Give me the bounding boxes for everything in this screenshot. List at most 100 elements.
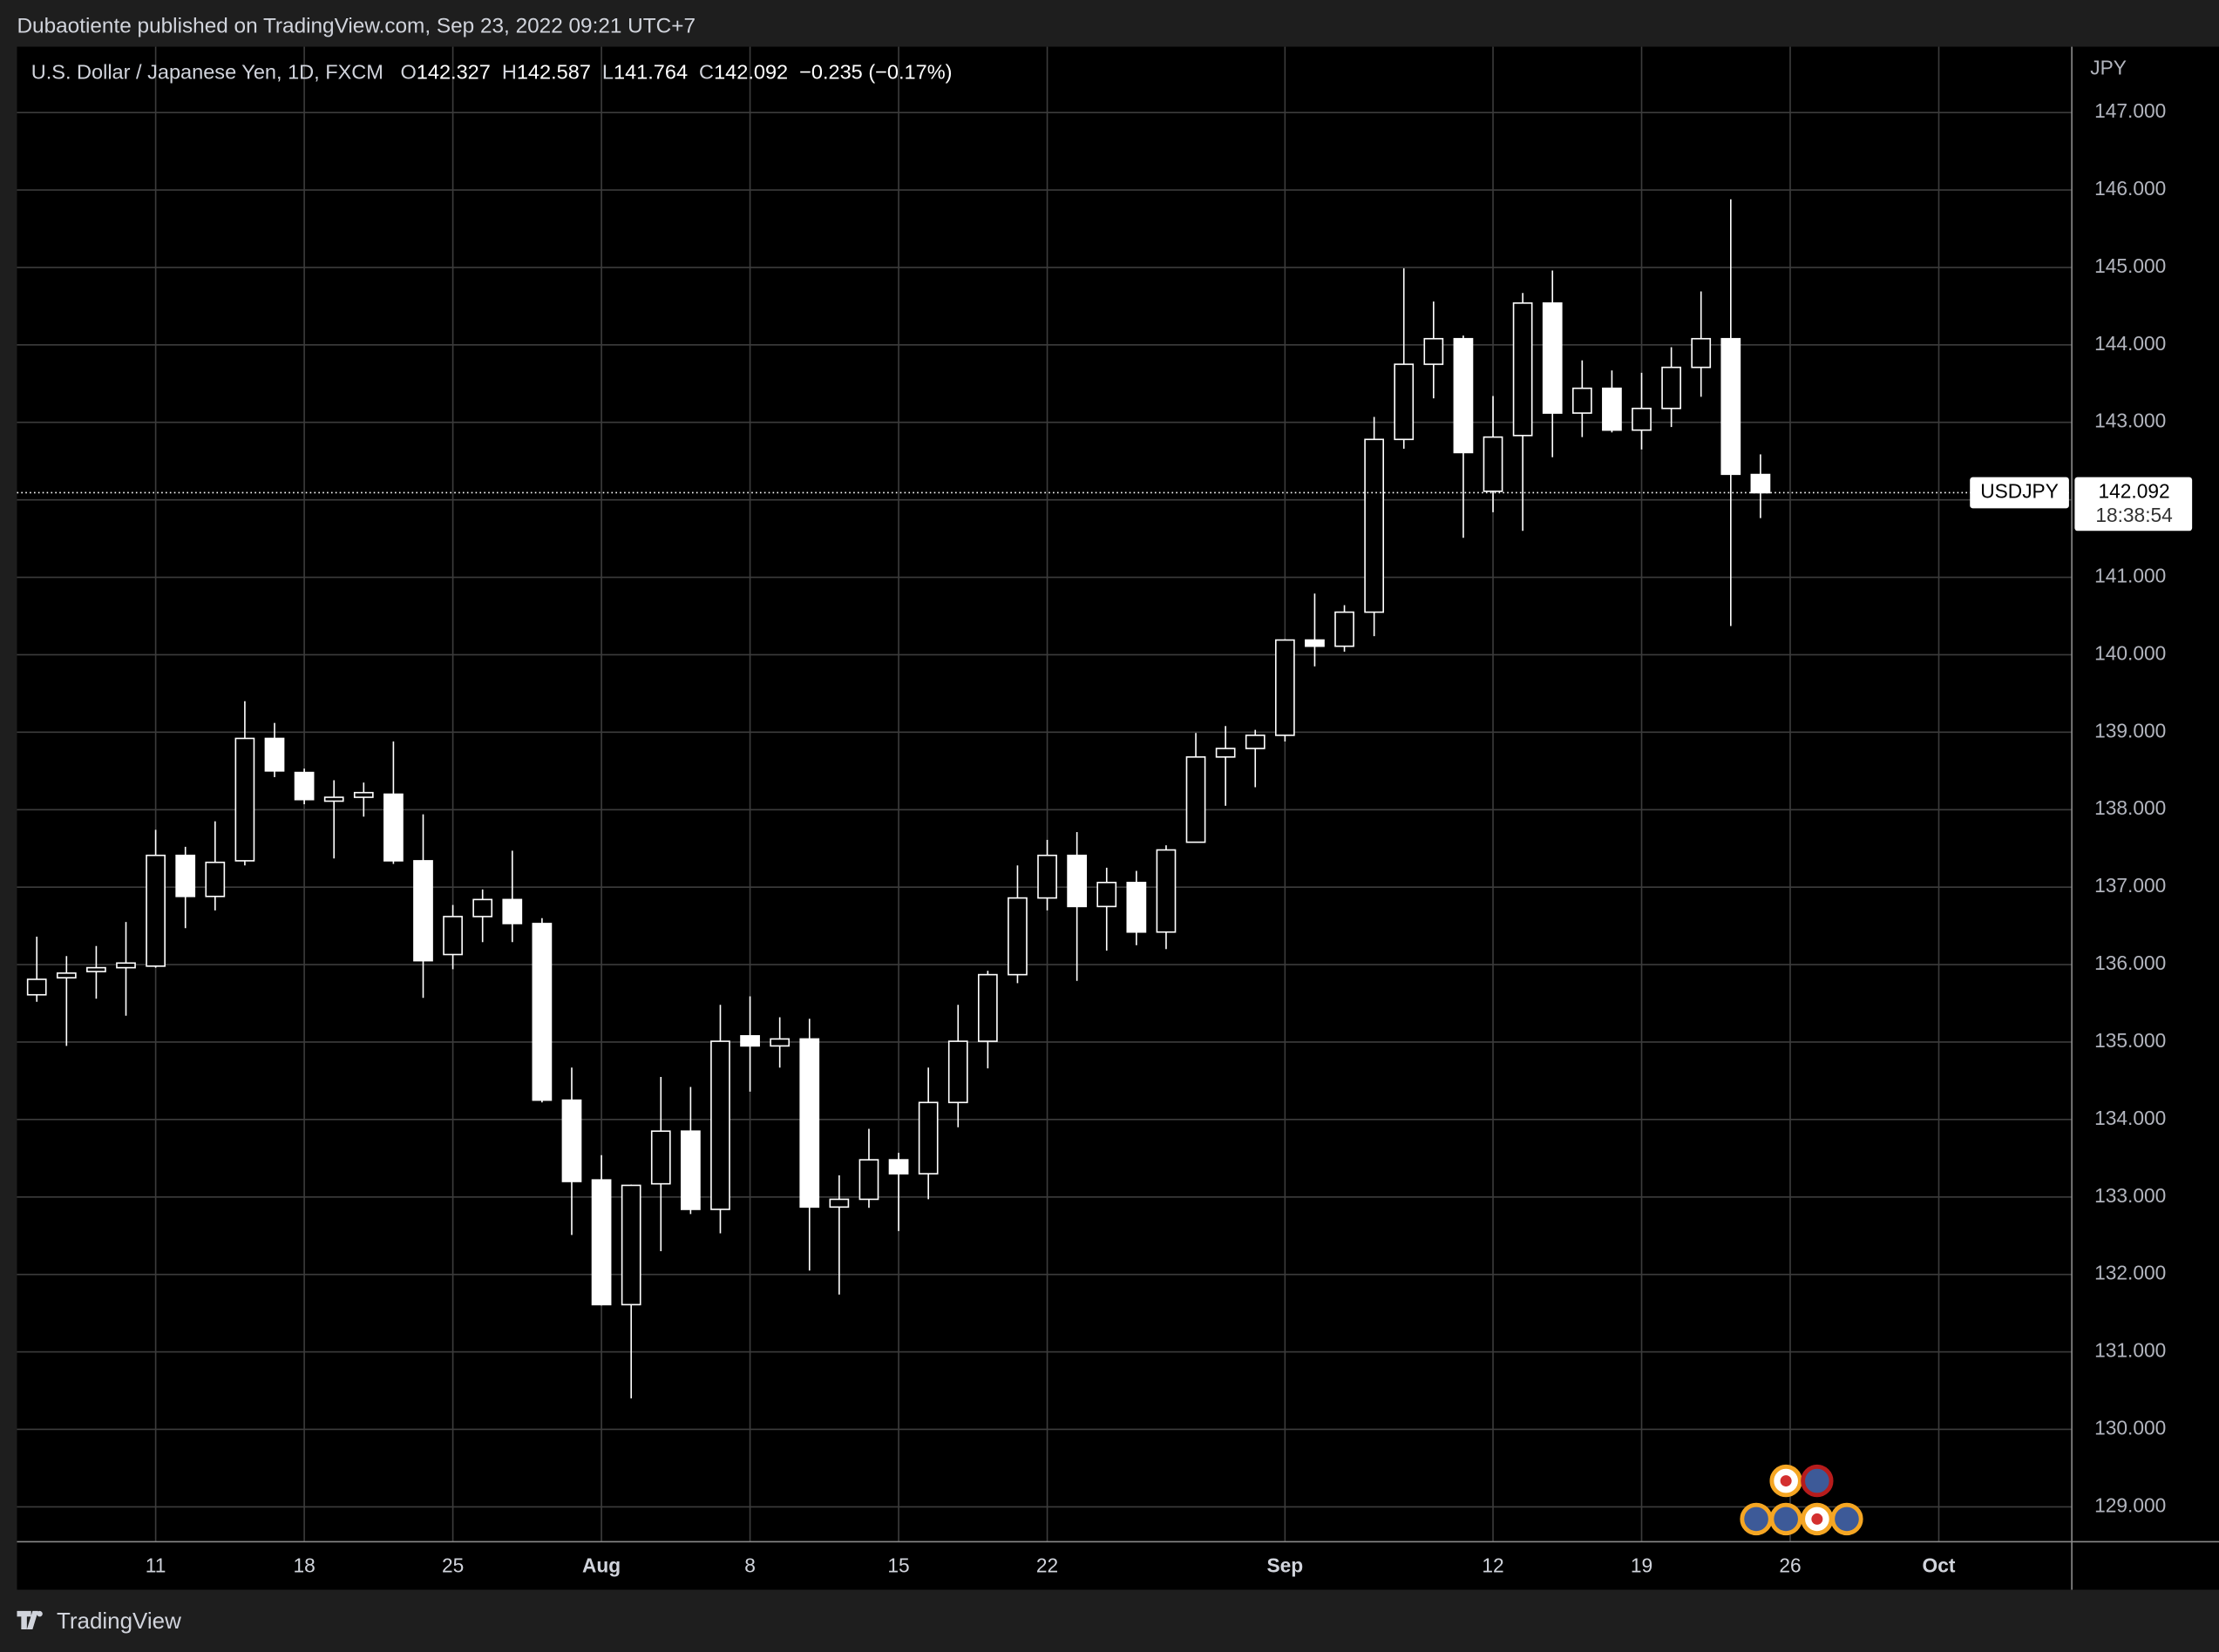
y-tick-label: 133.000 [2094,1184,2166,1207]
y-tick-label: 141.000 [2094,565,2166,587]
symbol: U.S. Dollar / Japanese Yen, 1D, FXCM [31,61,383,84]
candle-body [1483,436,1503,492]
y-tick-label: 139.000 [2094,719,2166,741]
symbol-tag-label: USDJPY [1980,479,2059,502]
candle-body [116,962,136,969]
y-tick-label: 129.000 [2094,1493,2166,1516]
candle-body [1096,882,1117,908]
x-tick-label: Oct [1923,1554,1956,1577]
candle-body [1632,407,1652,431]
candle-body [977,973,998,1042]
candle-body [175,854,196,897]
candle-body [591,1179,612,1306]
candle-body [1423,337,1444,365]
candle-body [918,1101,939,1175]
legend-key: O [400,61,416,84]
candle-body [621,1184,641,1306]
legend-value: 142.327 [417,61,491,84]
candle-body [1512,302,1533,437]
candle-body [1453,337,1474,454]
candle-body [234,737,255,862]
candle-body [1720,337,1741,476]
logo [17,1610,43,1630]
legend-key: L [602,61,614,84]
y-tick-label: 146.000 [2094,177,2166,200]
x-tick-label: 8 [744,1554,756,1577]
candle-body [1691,337,1712,369]
price-tag [2074,477,2193,531]
legend-key: C [699,61,714,84]
candle-body [740,1035,760,1047]
candle-body [770,1038,791,1047]
candle-body [1750,473,1771,494]
y-tick-label: 140.000 [2094,641,2166,664]
footer-bar [0,1589,2219,1652]
candle-body [1126,882,1147,933]
footer-brand: TradingView [57,1608,181,1634]
candle-body [472,898,493,917]
candle-body [353,791,374,798]
y-tick-label: 134.000 [2094,1107,2166,1129]
candle-body [146,854,166,967]
y-tick-label: 138.000 [2094,796,2166,819]
y-tick-label: 132.000 [2094,1262,2166,1284]
y-tick-label: 135.000 [2094,1029,2166,1052]
y-tick-label: 130.000 [2094,1416,2166,1439]
candle-body [710,1040,730,1210]
candle-body [1274,639,1295,736]
candle-body [56,972,77,978]
candle-body [294,771,315,801]
candle-body [1602,387,1622,431]
y-tick-label: 143.000 [2094,410,2166,432]
candle-body [799,1038,820,1209]
y-tick-label: 131.000 [2094,1339,2166,1362]
candle-body [1156,849,1177,933]
candle-body [532,923,553,1101]
plot-area [17,46,2219,1590]
candle-body [650,1130,671,1185]
candle-body [888,1159,909,1175]
event-icons [1740,1464,1863,1536]
x-tick-label: Sep [1267,1554,1304,1577]
grid [17,46,2073,1542]
candle-body [1571,387,1592,414]
legend-change: −0.235 (−0.17%) [799,61,952,84]
candle-body [1542,302,1563,414]
candle-body [561,1099,582,1182]
candle-body [413,860,433,962]
candle-body [264,737,285,772]
legend-value: 142.092 [714,61,788,84]
candle-body [1305,639,1325,647]
candle-body [829,1198,850,1209]
candle-body [1215,748,1236,758]
y-tick-label: 136.000 [2094,951,2166,974]
candle-body [383,793,404,862]
price-tag-value: 142.092 [2099,479,2170,502]
symbol-legend: U.S. Dollar / Japanese Yen, 1D, FXCM O14… [31,61,953,84]
candle-body [1037,854,1057,899]
candle-body [1008,897,1028,976]
y-tick-label: 137.000 [2094,874,2166,897]
candle-body [947,1040,968,1104]
candle-body [502,898,523,924]
candle-body [205,861,226,897]
legend-value: 142.587 [517,61,591,84]
x-tick-label: 19 [1631,1554,1652,1577]
legend-key: H [502,61,517,84]
candle-body [1067,854,1088,908]
y-tick-label: 144.000 [2094,332,2166,355]
candle-body [1364,438,1385,613]
x-tick-label: Aug [582,1554,621,1577]
x-tick-label: 18 [293,1554,315,1577]
candle-body [681,1130,701,1210]
x-tick-label: 12 [1482,1554,1503,1577]
legend-value: 141.764 [614,61,688,84]
y-tick-label: 147.000 [2094,99,2166,122]
currency: JPY [2090,57,2127,79]
price-tag-countdown: 18:38:54 [2095,504,2172,526]
candle-body [1334,611,1354,647]
published-note: Dubaotiente published on TradingView.com… [17,14,696,37]
candle-body [858,1159,879,1201]
candle-body [26,978,47,996]
